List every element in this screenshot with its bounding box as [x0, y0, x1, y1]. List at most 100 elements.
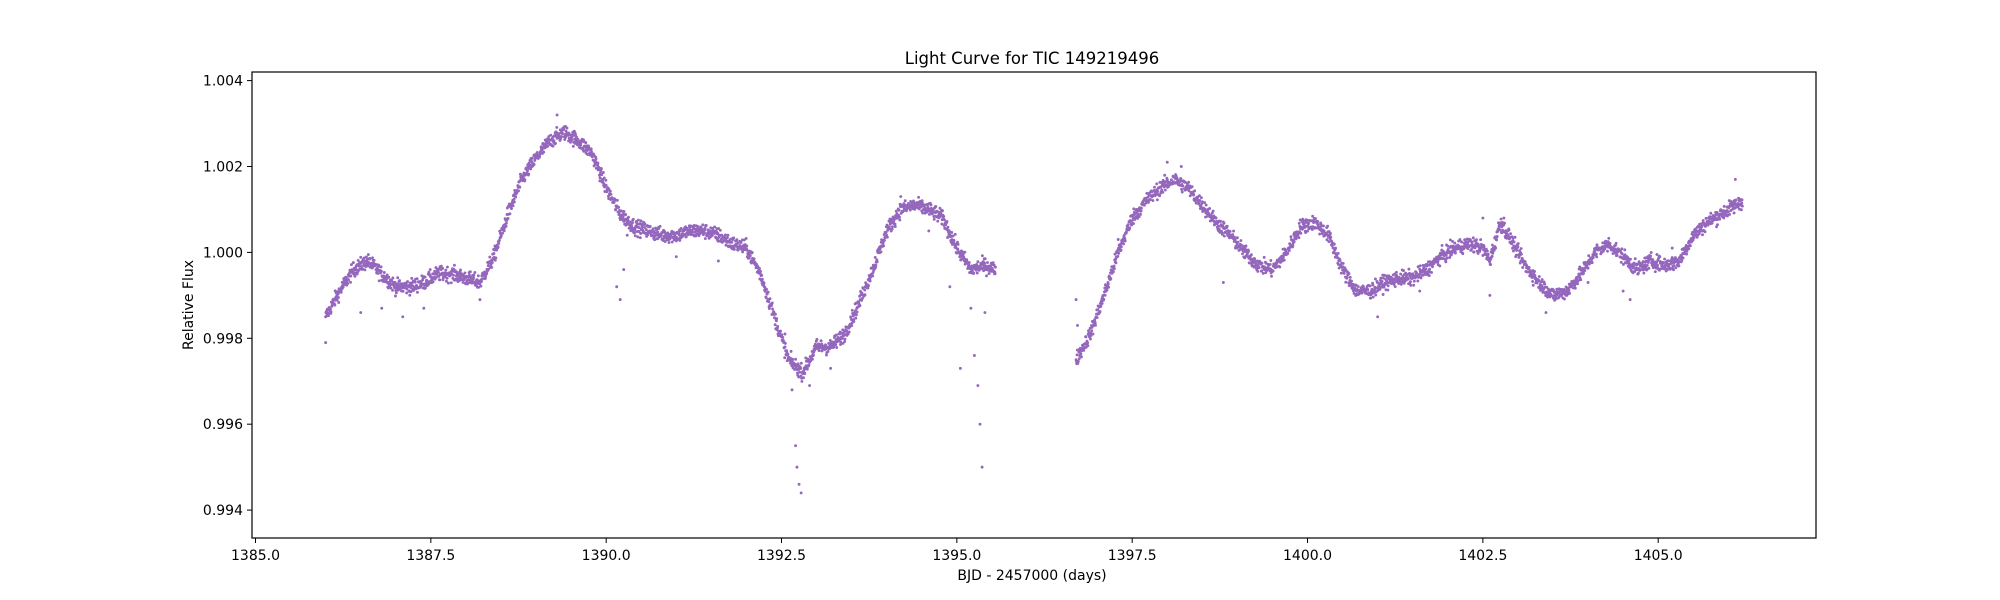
data-point — [873, 255, 877, 259]
data-point — [1302, 219, 1306, 223]
data-point — [546, 144, 550, 148]
data-point — [1360, 291, 1364, 295]
data-point — [774, 319, 778, 323]
data-point — [467, 273, 471, 277]
data-point — [600, 173, 604, 177]
data-point — [760, 273, 764, 277]
data-point — [1088, 337, 1092, 341]
data-point — [750, 251, 754, 254]
data-point — [1514, 253, 1518, 257]
data-point — [882, 233, 886, 237]
data-point — [656, 230, 660, 234]
data-point — [525, 169, 529, 173]
data-point — [1576, 279, 1580, 283]
data-point — [329, 310, 333, 314]
data-point — [1100, 301, 1104, 305]
data-point — [1411, 272, 1415, 276]
data-point — [602, 182, 606, 186]
data-point — [1117, 251, 1121, 255]
data-point — [936, 219, 940, 223]
data-point — [1636, 271, 1640, 275]
data-point — [639, 232, 643, 235]
data-point — [986, 261, 989, 265]
data-point — [1619, 260, 1623, 264]
data-point — [834, 333, 838, 337]
data-point — [936, 210, 940, 214]
data-point — [926, 205, 930, 209]
data-point — [492, 252, 496, 256]
x-tick-label: 1395.0 — [932, 548, 981, 564]
data-point — [1269, 259, 1273, 262]
data-point — [1139, 206, 1143, 210]
data-point-outlier — [1116, 238, 1120, 241]
data-point — [718, 228, 722, 232]
data-point — [1095, 316, 1099, 320]
data-point — [1622, 262, 1625, 266]
data-point — [636, 235, 640, 239]
data-point — [857, 300, 861, 304]
data-point — [1311, 214, 1315, 218]
data-point — [648, 225, 652, 228]
data-point — [1688, 244, 1692, 248]
data-point — [811, 353, 815, 357]
data-point — [993, 265, 997, 269]
data-point — [678, 238, 682, 242]
data-point — [1444, 260, 1448, 264]
data-point — [457, 279, 461, 283]
data-point — [1704, 216, 1708, 220]
data-point — [923, 203, 927, 207]
data-point — [1222, 234, 1226, 238]
data-point — [1181, 184, 1185, 188]
data-point — [956, 242, 960, 246]
data-point — [1515, 248, 1519, 252]
data-point — [1503, 221, 1506, 225]
data-point — [1406, 277, 1410, 281]
data-point — [1235, 236, 1239, 240]
data-point — [789, 349, 793, 353]
data-point — [542, 150, 546, 154]
chart-title: Light Curve for TIC 149219496 — [905, 49, 1159, 68]
data-point — [394, 291, 398, 295]
data-point — [1740, 201, 1744, 205]
data-point — [849, 315, 853, 319]
data-point — [499, 234, 503, 237]
data-point — [350, 263, 353, 267]
data-point — [1257, 266, 1261, 270]
data-point-outlier — [1502, 216, 1506, 220]
data-point — [1470, 241, 1474, 245]
data-point — [840, 336, 844, 340]
data-point — [1139, 209, 1143, 213]
data-point — [1090, 329, 1094, 333]
data-point — [951, 234, 955, 238]
data-point — [1239, 239, 1243, 242]
data-point — [1476, 252, 1480, 255]
data-point — [437, 270, 440, 274]
data-point — [1670, 261, 1674, 265]
data-point — [684, 235, 688, 239]
data-point — [861, 296, 864, 300]
data-point — [355, 272, 359, 276]
data-point — [1448, 256, 1452, 259]
data-point — [702, 231, 706, 235]
data-point-outlier — [622, 268, 626, 272]
data-point — [764, 296, 768, 300]
data-point — [920, 201, 924, 205]
data-point — [1590, 261, 1594, 265]
data-point — [847, 330, 851, 334]
data-point — [1262, 255, 1266, 259]
data-point — [1730, 200, 1733, 204]
data-point — [529, 167, 533, 171]
data-point — [854, 313, 858, 317]
data-point — [504, 224, 508, 228]
data-point — [946, 236, 950, 239]
data-point-outlier — [478, 298, 482, 302]
data-point-outlier — [1670, 246, 1674, 250]
data-point — [631, 217, 635, 221]
data-point — [1342, 271, 1346, 275]
data-point — [966, 267, 970, 270]
data-point — [1112, 267, 1116, 271]
data-point — [1249, 253, 1253, 257]
data-point — [476, 274, 480, 278]
data-point — [658, 224, 662, 228]
data-point — [732, 247, 736, 251]
